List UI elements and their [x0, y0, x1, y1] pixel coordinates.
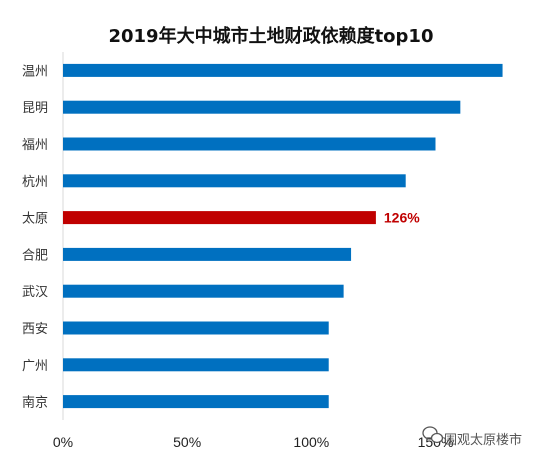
category-label: 广州: [22, 359, 48, 374]
x-tick-label: 0%: [53, 434, 73, 450]
bar-1: [63, 63, 503, 77]
bar-2: [63, 100, 461, 114]
bar-4: [63, 174, 406, 188]
category-label: 福州: [22, 138, 48, 153]
data-labels: 126%: [384, 210, 420, 226]
category-label: 武汉: [22, 285, 48, 300]
bar-8: [63, 321, 329, 335]
category-label: 西安: [22, 322, 48, 337]
data-label-highlight: 126%: [384, 210, 420, 226]
category-label: 杭州: [22, 175, 48, 190]
x-tick-labels: 0%50%100%150%: [53, 434, 454, 450]
bar-7: [63, 284, 344, 298]
bar-6: [63, 247, 352, 261]
bar-9: [63, 358, 329, 372]
category-label: 昆明: [22, 101, 48, 116]
category-label: 合肥: [22, 248, 48, 263]
x-tick-label: 100%: [293, 434, 329, 450]
category-label: 南京: [22, 395, 48, 411]
chart-title: 2019年大中城市土地财政依赖度top10: [108, 25, 433, 47]
wechat-icon: [422, 426, 444, 444]
bar-5: [63, 211, 376, 225]
watermark-text: 围观太原楼市: [444, 432, 522, 448]
category-label: 太原: [22, 212, 48, 227]
watermark: 围观太原楼市: [422, 426, 522, 448]
bars-group: [63, 63, 503, 409]
category-label: 温州: [22, 64, 48, 79]
x-tick-label: 50%: [173, 434, 201, 450]
bar-10: [63, 395, 329, 409]
bar-3: [63, 137, 436, 151]
